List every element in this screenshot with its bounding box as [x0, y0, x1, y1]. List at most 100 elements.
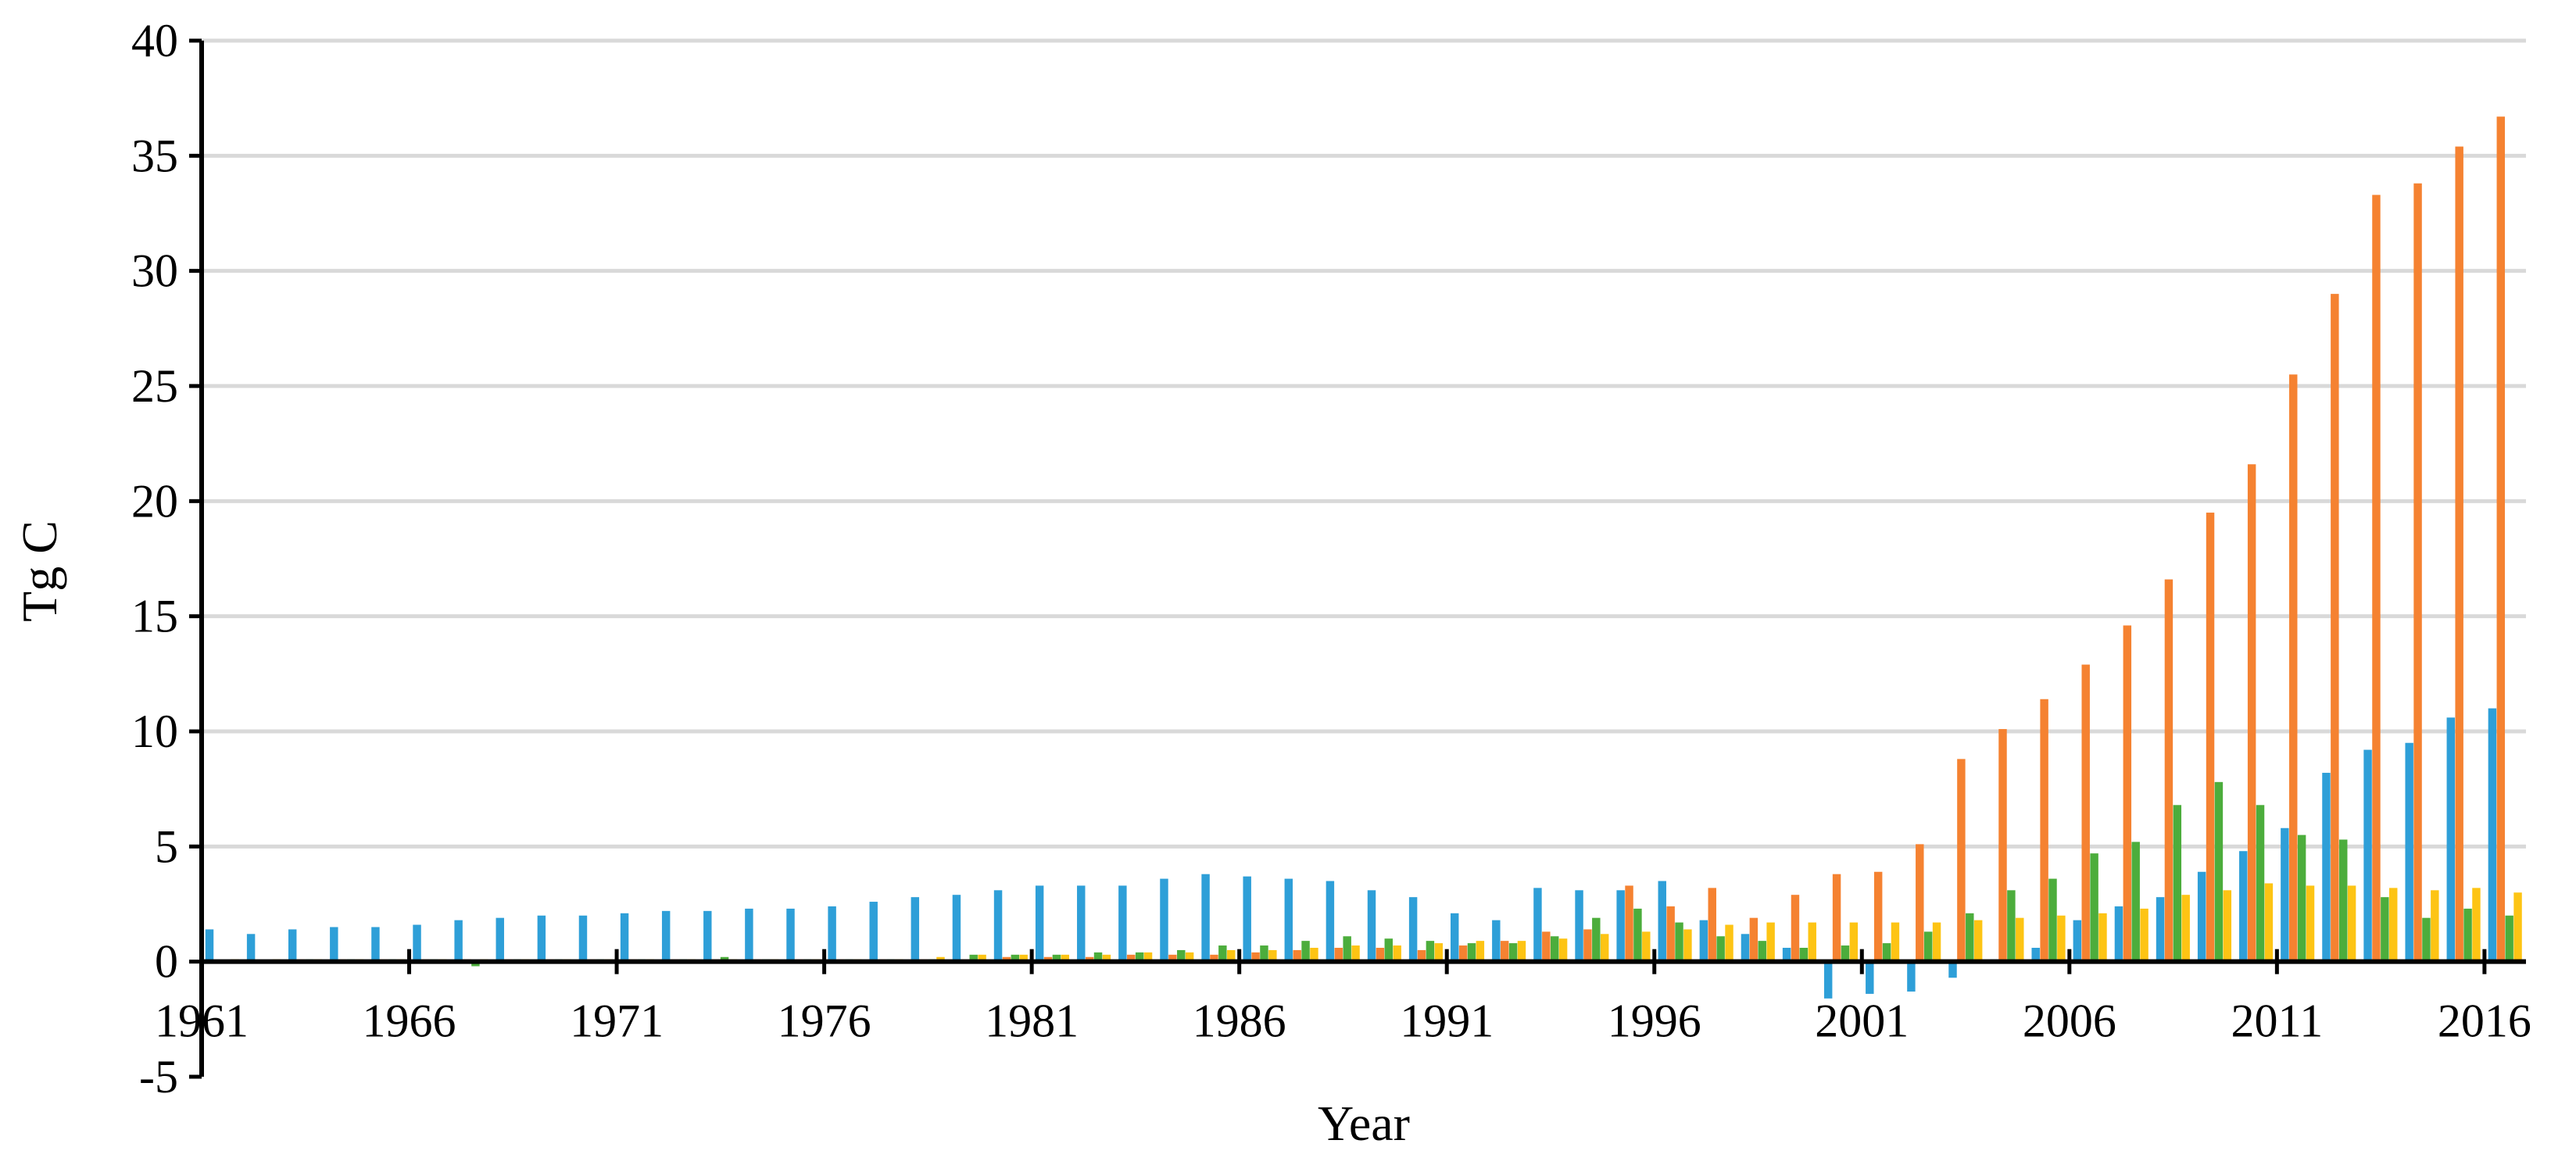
bar	[2389, 888, 2398, 962]
y-tick-label: 15	[131, 591, 178, 642]
bar	[537, 915, 546, 962]
bar	[2081, 664, 2090, 962]
bar	[1118, 885, 1127, 962]
bar	[2322, 773, 2331, 962]
bar	[1019, 954, 1028, 962]
bar	[1600, 934, 1609, 962]
bar	[1758, 941, 1766, 962]
y-tick-label: 20	[131, 475, 178, 527]
bar	[1160, 878, 1168, 962]
bar	[2123, 625, 2132, 962]
bar	[2472, 888, 2481, 962]
bar	[2256, 805, 2265, 962]
bar	[1998, 729, 2007, 962]
bar	[1791, 895, 1800, 962]
bar	[1699, 920, 1708, 962]
bar	[1227, 949, 1236, 962]
x-axis-title: Year	[1318, 1095, 1410, 1151]
bar	[1351, 945, 1360, 962]
bar	[2007, 890, 2016, 962]
x-tick-label: 2001	[1815, 995, 1909, 1047]
bar	[1393, 945, 1401, 962]
bar	[1799, 947, 1809, 962]
bar	[2214, 781, 2224, 962]
bar	[1326, 881, 1335, 962]
y-tick-label: 10	[131, 706, 178, 757]
bar	[1310, 947, 1318, 962]
bar	[1882, 943, 1891, 962]
bar	[703, 910, 712, 962]
x-tick-label: 2006	[2023, 995, 2116, 1047]
bar	[1143, 952, 1153, 962]
bar	[1907, 961, 1916, 992]
bar	[1367, 890, 1376, 962]
bar	[1683, 929, 1692, 962]
bar	[1966, 913, 1974, 962]
bar	[1500, 941, 1509, 962]
bar	[1093, 952, 1103, 962]
bar	[2164, 579, 2174, 962]
bar	[828, 906, 836, 962]
bar	[1102, 954, 1111, 962]
bar	[2173, 805, 2182, 962]
bar	[413, 924, 421, 962]
bar	[1550, 936, 1559, 962]
bar	[1268, 949, 1277, 962]
bar	[1716, 936, 1725, 962]
bar	[2040, 699, 2048, 962]
bar	[1666, 906, 1675, 962]
bar	[2306, 885, 2315, 962]
bar	[2223, 890, 2232, 962]
x-tick-label: 2011	[2231, 995, 2323, 1047]
bar	[496, 917, 504, 962]
bar	[1127, 954, 1136, 962]
bar	[2505, 915, 2513, 962]
x-tick-label: 1986	[1193, 995, 1286, 1047]
bar	[2422, 917, 2431, 962]
bar	[869, 902, 878, 962]
bar	[1260, 945, 1268, 962]
bar	[1467, 943, 1476, 962]
bar	[1866, 961, 1874, 994]
bar	[1061, 954, 1070, 962]
bar	[1251, 952, 1260, 962]
bar	[1011, 954, 1020, 962]
y-tick-label: 30	[131, 245, 178, 297]
x-tick-label: 1996	[1608, 995, 1701, 1047]
bar	[2347, 885, 2356, 962]
bar	[2131, 842, 2140, 962]
bar	[1823, 961, 1833, 999]
axes	[189, 38, 2526, 1079]
bar	[993, 890, 1003, 962]
bar	[1841, 945, 1850, 962]
bar	[2057, 915, 2066, 962]
bar	[2372, 195, 2381, 962]
bar	[2405, 742, 2413, 962]
bar	[1633, 908, 1642, 962]
bar	[2114, 906, 2123, 962]
bar	[1343, 936, 1351, 962]
bar	[1533, 888, 1542, 962]
bar	[2031, 947, 2040, 962]
bar	[2206, 513, 2215, 962]
bar	[1542, 931, 1551, 962]
bar	[454, 920, 463, 962]
bar	[2455, 146, 2463, 962]
x-tick-label: 1971	[570, 995, 664, 1047]
y-tick-label: 0	[155, 936, 178, 988]
bar	[1616, 890, 1625, 962]
bar	[1168, 954, 1177, 962]
y-tick-label: 25	[131, 360, 178, 412]
bar	[2098, 913, 2107, 962]
bar	[969, 954, 978, 962]
bar	[2181, 895, 2190, 962]
bar	[1243, 876, 1251, 962]
bar	[1417, 949, 1426, 962]
bar	[1708, 888, 1716, 962]
bar	[1492, 920, 1501, 962]
bar	[2140, 908, 2148, 962]
bar	[1675, 922, 1683, 962]
bar	[578, 915, 588, 962]
x-tick-label: 2016	[2438, 995, 2531, 1047]
bar	[205, 929, 214, 962]
